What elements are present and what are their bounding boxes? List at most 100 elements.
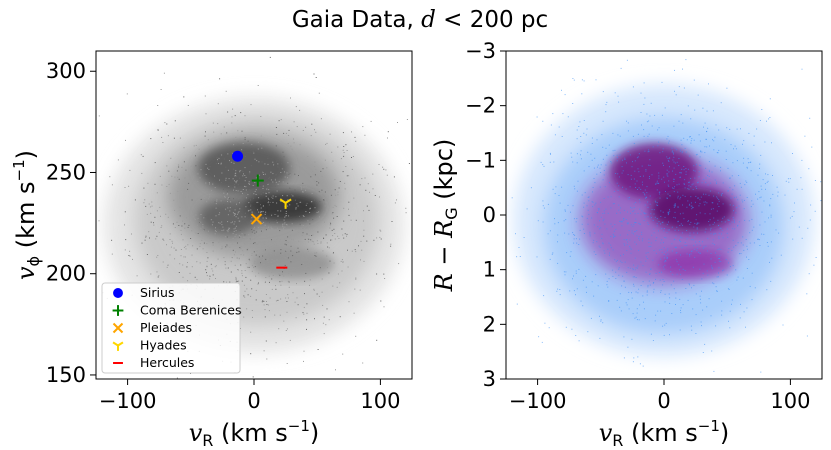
left-scatter-point [299, 215, 300, 217]
left-scatter-point [283, 275, 285, 277]
right-scatter-point [703, 41, 704, 42]
left-scatter-point [334, 204, 336, 206]
right-scatter-point [707, 127, 709, 129]
left-scatter-point [262, 300, 264, 302]
left-scatter-point [253, 230, 255, 232]
right-scatter-point [635, 243, 637, 245]
left-scatter-point [288, 135, 290, 136]
right-scatter-point [554, 218, 555, 220]
left-scatter-point [268, 192, 270, 194]
left-scatter-point [183, 256, 185, 258]
right-scatter-point [511, 197, 513, 199]
left-scatter-point [268, 178, 270, 179]
right-scatter-point [626, 59, 628, 61]
right-scatter-point [636, 308, 638, 310]
left-scatter-point [369, 191, 370, 193]
left-scatter-point [282, 168, 284, 170]
right-scatter-point [680, 312, 682, 314]
right-scatter-point [557, 222, 559, 224]
left-scatter-point [362, 220, 364, 222]
right-scatter-point [705, 201, 707, 203]
right-scatter-point [733, 210, 734, 212]
right-scatter-point [674, 246, 676, 248]
left-scatter-point [250, 190, 252, 192]
right-scatter-point [578, 126, 580, 127]
right-scatter-point [704, 122, 706, 124]
left-scatter-point [232, 162, 234, 164]
right-x-axis-label: vR (km s−1) [599, 417, 730, 450]
right-scatter-point [616, 182, 618, 184]
left-scatter-point [161, 184, 163, 186]
right-scatter-point [765, 173, 766, 175]
left-scatter-point [162, 238, 164, 240]
right-scatter-point [691, 184, 693, 186]
right-scatter-point [543, 165, 545, 167]
right-scatter-point [696, 248, 698, 250]
left-scatter-point [178, 166, 180, 168]
right-scatter-point [614, 149, 616, 151]
right-scatter-point [614, 235, 616, 237]
right-scatter-point [564, 210, 566, 212]
right-scatter-point [699, 298, 701, 300]
right-scatter-point [761, 109, 763, 110]
left-scatter-point [329, 133, 331, 135]
right-scatter-point [635, 316, 637, 318]
left-scatter-point [271, 214, 273, 216]
left-scatter-point [312, 170, 313, 172]
right-scatter-point [718, 232, 720, 234]
left-scatter-point [233, 168, 235, 170]
right-scatter-point [603, 198, 605, 199]
right-scatter-point [619, 234, 621, 236]
right-scatter-point [666, 173, 668, 175]
right-scatter-point [627, 346, 629, 348]
right-scatter-point [695, 293, 697, 295]
left-scatter-point [346, 150, 348, 151]
right-scatter-point [796, 188, 798, 190]
left-scatter-point [326, 142, 328, 144]
right-scatter-point [705, 245, 707, 247]
left-scatter-point [282, 225, 284, 227]
left-scatter-point [124, 211, 126, 213]
left-scatter-point [318, 211, 320, 213]
left-scatter-point [173, 199, 175, 201]
right-scatter-point [574, 188, 576, 190]
left-scatter-point [253, 251, 255, 253]
left-scatter-point [300, 227, 302, 229]
right-scatter-point [699, 268, 701, 270]
left-scatter-point [210, 237, 212, 239]
left-scatter-point [265, 216, 267, 218]
right-scatter-point [766, 120, 767, 122]
right-scatter-point [684, 269, 686, 271]
right-scatter-point [692, 183, 694, 185]
left-scatter-point [232, 212, 234, 214]
left-scatter-point [214, 266, 216, 268]
right-scatter-point [709, 145, 710, 147]
left-scatter-point [211, 224, 213, 226]
right-scatter-point [498, 150, 499, 151]
left-scatter-point [202, 248, 204, 250]
left-scatter-point [380, 230, 382, 232]
left-scatter-point [240, 224, 242, 226]
right-scatter-point [707, 184, 709, 186]
right-scatter-point [718, 258, 720, 260]
left-scatter-point [182, 264, 184, 266]
left-scatter-point [286, 311, 288, 313]
left-scatter-point [273, 163, 275, 165]
right-scatter-point [593, 251, 595, 253]
right-scatter-point [738, 205, 740, 207]
left-scatter-point [268, 204, 270, 206]
right-scatter-point [663, 164, 664, 166]
left-scatter-point [263, 304, 265, 306]
left-scatter-point [370, 120, 372, 122]
right-scatter-point [701, 278, 703, 280]
right-scatter-point [600, 320, 602, 322]
left-scatter-point [268, 189, 270, 191]
right-scatter-point [580, 141, 582, 143]
right-scatter-point [621, 285, 623, 287]
right-scatter-point [710, 315, 712, 317]
left-scatter-point [302, 256, 304, 258]
right-scatter-point [640, 112, 642, 113]
right-scatter-point [715, 124, 717, 126]
right-scatter-point [747, 158, 749, 160]
left-scatter-point [208, 230, 209, 232]
